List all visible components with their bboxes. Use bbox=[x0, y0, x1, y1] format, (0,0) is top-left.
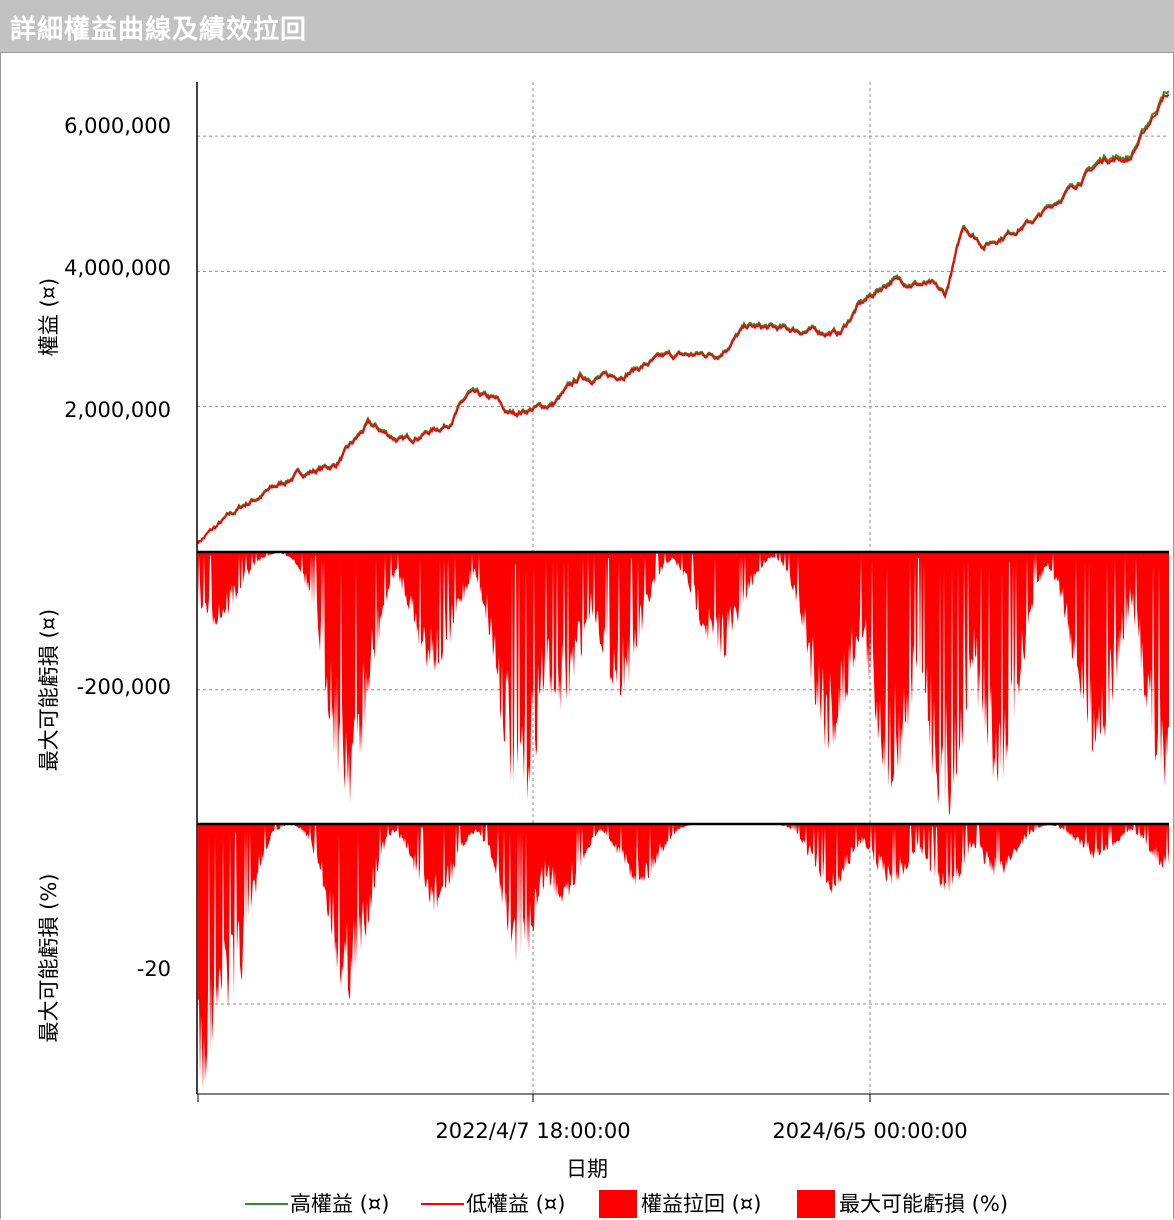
drawdown-currency-panel: -200,000 最大可能虧損 (¤) bbox=[37, 552, 1169, 815]
title-bar: 詳細權益曲線及績效拉回 bbox=[0, 0, 1174, 53]
y-tick-neg-20: -20 bbox=[137, 957, 171, 981]
x-axis-label: 日期 bbox=[566, 1157, 608, 1181]
legend-label-equity-drawdown: 權益拉回 (¤) bbox=[641, 1192, 761, 1216]
equity-y-axis-label: 權益 (¤) bbox=[37, 278, 61, 356]
equity-drawdown-area bbox=[198, 552, 1169, 815]
y-tick-neg-200000: -200,000 bbox=[77, 675, 171, 699]
legend-label-high-equity: 高權益 (¤) bbox=[290, 1192, 389, 1216]
drawdown-percent-y-axis-label: 最大可能虧損 (%) bbox=[37, 873, 61, 1042]
legend-label-max-loss-percent: 最大可能虧損 (%) bbox=[839, 1192, 1008, 1216]
legend: 高權益 (¤) 低權益 (¤) 權益拉回 (¤) 最大可能虧損 (%) bbox=[245, 1190, 1008, 1218]
chart-frame: 6,000,000 4,000,000 2,000,000 權益 (¤) -20… bbox=[0, 53, 1174, 1219]
equity-drawdown-chart: 6,000,000 4,000,000 2,000,000 權益 (¤) -20… bbox=[37, 82, 1169, 1218]
drawdown-currency-y-axis-label: 最大可能虧損 (¤) bbox=[37, 609, 61, 771]
x-tick-2024: 2024/6/5 00:00:00 bbox=[772, 1119, 967, 1143]
y-tick-2000000: 2,000,000 bbox=[64, 398, 171, 422]
low-equity-line bbox=[197, 93, 1169, 545]
legend-swatch-max-loss-percent bbox=[797, 1190, 835, 1218]
y-tick-6000000: 6,000,000 bbox=[64, 114, 171, 138]
x-tick-2022: 2022/4/7 18:00:00 bbox=[435, 1119, 630, 1143]
drawdown-percent-panel: -20 最大可能虧損 (%) bbox=[37, 824, 1169, 1091]
max-loss-percent-area bbox=[198, 824, 1169, 1091]
high-equity-line bbox=[197, 90, 1169, 545]
legend-swatch-equity-drawdown bbox=[599, 1190, 637, 1218]
equity-panel: 6,000,000 4,000,000 2,000,000 權益 (¤) bbox=[37, 90, 1169, 545]
y-tick-4000000: 4,000,000 bbox=[64, 256, 171, 280]
window-title: 詳細權益曲線及績效拉回 bbox=[10, 15, 308, 45]
legend-label-low-equity: 低權益 (¤) bbox=[466, 1192, 565, 1216]
